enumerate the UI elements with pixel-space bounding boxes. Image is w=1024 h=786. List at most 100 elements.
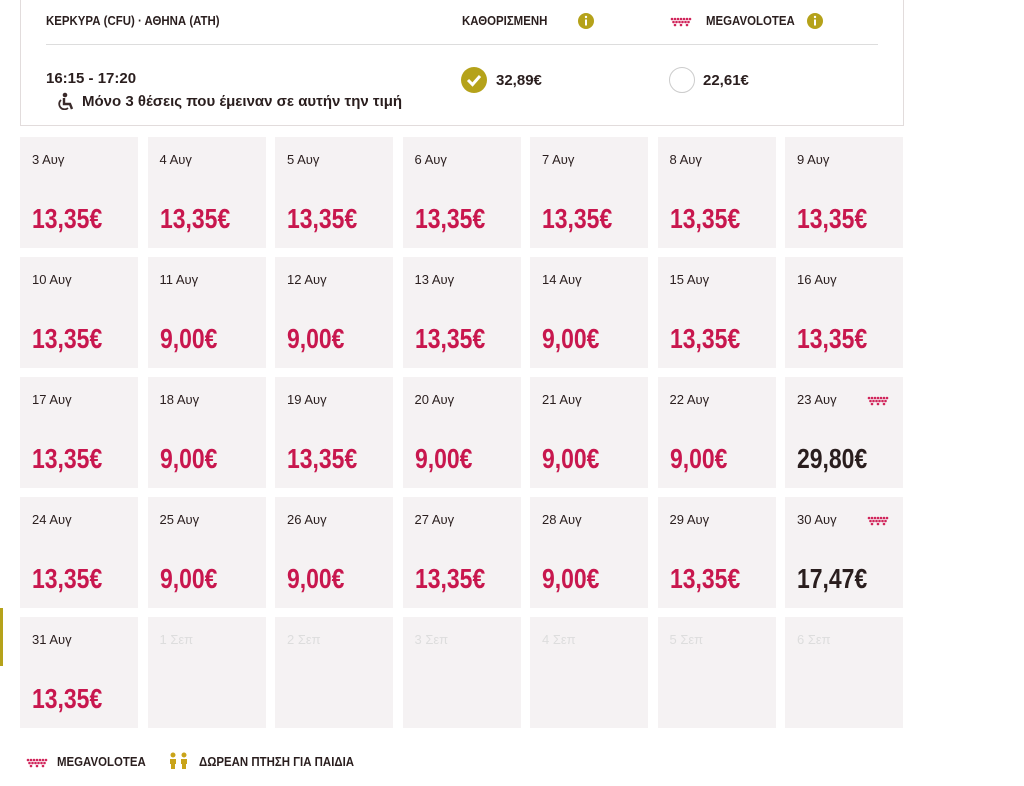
day-date: 13 Αυγ	[414, 272, 455, 287]
fare-price: 32,89€	[496, 72, 542, 89]
day-cell[interactable]: 28 Αυγ 9,00€	[530, 497, 648, 608]
day-cell[interactable]: 20 Αυγ 9,00€	[402, 377, 521, 488]
day-cell[interactable]: 30 Αυγ 17,47€	[785, 497, 903, 608]
day-price: 9,00€	[287, 563, 345, 594]
side-marker	[0, 608, 3, 666]
day-cell[interactable]: 7 Αυγ 13,35€	[530, 137, 648, 248]
day-price: 13,35€	[414, 563, 485, 594]
day-date: 15 Αυγ	[669, 272, 710, 287]
day-date: 3 Σεπ	[414, 632, 449, 647]
day-price: 13,35€	[669, 563, 740, 594]
fare-radio[interactable]	[460, 66, 488, 94]
day-date: 7 Αυγ	[542, 152, 575, 167]
airline-icon	[867, 514, 891, 532]
day-price: 9,00€	[542, 323, 600, 354]
day-cell[interactable]: 29 Αυγ 13,35€	[657, 497, 776, 608]
fare-title: ΚΑΘΟΡΙΣΜΕΝΗ	[462, 13, 548, 28]
day-date: 24 Αυγ	[32, 512, 72, 527]
day-cell[interactable]: 6 Αυγ 13,35€	[402, 137, 521, 248]
day-price: 13,35€	[669, 203, 740, 234]
day-cell: 2 Σεπ	[275, 617, 393, 728]
day-date: 12 Αυγ	[287, 272, 327, 287]
day-date: 4 Αυγ	[159, 152, 192, 167]
day-date: 30 Αυγ	[797, 512, 837, 527]
day-date: 23 Αυγ	[797, 392, 837, 407]
day-price: 9,00€	[159, 443, 217, 474]
divider	[46, 44, 878, 45]
day-price: 13,35€	[32, 203, 103, 234]
legend-kids: ΔΩΡΕΑΝ ΠΤΗΣΗ ΓΙΑ ΠΑΙΔΙΑ	[199, 754, 355, 769]
day-cell[interactable]: 24 Αυγ 13,35€	[20, 497, 138, 608]
day-cell[interactable]: 15 Αυγ 13,35€	[657, 257, 776, 368]
legend-airline: MEGAVOLOTEA	[57, 754, 146, 769]
day-date: 5 Σεπ	[669, 632, 704, 647]
day-price: 13,35€	[287, 203, 358, 234]
day-cell: 1 Σεπ	[147, 617, 266, 728]
day-cell[interactable]: 23 Αυγ 29,80€	[785, 377, 903, 488]
day-price: 13,35€	[32, 683, 103, 714]
day-cell[interactable]: 22 Αυγ 9,00€	[657, 377, 776, 488]
day-price: 13,35€	[414, 323, 485, 354]
day-date: 3 Αυγ	[32, 152, 65, 167]
day-date: 17 Αυγ	[32, 392, 72, 407]
day-date: 16 Αυγ	[797, 272, 837, 287]
day-date: 2 Σεπ	[287, 632, 321, 647]
day-cell[interactable]: 10 Αυγ 13,35€	[20, 257, 138, 368]
day-date: 22 Αυγ	[669, 392, 710, 407]
day-cell[interactable]: 18 Αυγ 9,00€	[147, 377, 266, 488]
day-date: 27 Αυγ	[414, 512, 455, 527]
seat-icon	[58, 92, 74, 110]
day-date: 8 Αυγ	[669, 152, 702, 167]
day-cell[interactable]: 8 Αυγ 13,35€	[657, 137, 776, 248]
day-cell[interactable]: 16 Αυγ 13,35€	[785, 257, 903, 368]
info-icon[interactable]	[577, 12, 595, 30]
day-price: 13,35€	[32, 563, 103, 594]
day-date: 18 Αυγ	[159, 392, 200, 407]
day-price: 13,35€	[797, 203, 868, 234]
day-cell[interactable]: 27 Αυγ 13,35€	[402, 497, 521, 608]
day-price: 9,00€	[542, 563, 600, 594]
day-cell[interactable]: 26 Αυγ 9,00€	[275, 497, 393, 608]
day-cell: 5 Σεπ	[657, 617, 776, 728]
day-cell[interactable]: 21 Αυγ 9,00€	[530, 377, 648, 488]
day-price: 13,35€	[669, 323, 740, 354]
kids-icon	[170, 752, 187, 769]
day-date: 20 Αυγ	[414, 392, 455, 407]
day-cell[interactable]: 17 Αυγ 13,35€	[20, 377, 138, 488]
day-price: 9,00€	[287, 323, 345, 354]
day-cell[interactable]: 9 Αυγ 13,35€	[785, 137, 903, 248]
day-price: 13,35€	[414, 203, 485, 234]
seats-note: Μόνο 3 θέσεις που έμειναν σε αυτήν την τ…	[82, 93, 403, 110]
day-cell[interactable]: 25 Αυγ 9,00€	[147, 497, 266, 608]
day-date: 9 Αυγ	[797, 152, 830, 167]
airline-radio[interactable]	[668, 66, 696, 94]
day-cell: 3 Σεπ	[402, 617, 521, 728]
day-cell[interactable]: 11 Αυγ 9,00€	[147, 257, 266, 368]
day-date: 21 Αυγ	[542, 392, 582, 407]
day-cell[interactable]: 14 Αυγ 9,00€	[530, 257, 648, 368]
day-date: 26 Αυγ	[287, 512, 327, 527]
day-date: 5 Αυγ	[287, 152, 320, 167]
day-price: 17,47€	[797, 563, 868, 594]
airline-price: 22,61€	[703, 72, 749, 89]
info-icon[interactable]	[806, 12, 824, 30]
day-cell[interactable]: 12 Αυγ 9,00€	[275, 257, 393, 368]
day-price: 13,35€	[32, 443, 103, 474]
day-date: 1 Σεπ	[159, 632, 194, 647]
day-cell[interactable]: 31 Αυγ 13,35€	[20, 617, 138, 728]
day-date: 29 Αυγ	[669, 512, 710, 527]
flight-panel	[20, 0, 904, 126]
day-date: 25 Αυγ	[159, 512, 200, 527]
day-cell[interactable]: 4 Αυγ 13,35€	[147, 137, 266, 248]
day-cell[interactable]: 3 Αυγ 13,35€	[20, 137, 138, 248]
day-price: 13,35€	[542, 203, 613, 234]
day-price: 9,00€	[669, 443, 727, 474]
airline-icon	[670, 15, 694, 33]
day-cell[interactable]: 13 Αυγ 13,35€	[402, 257, 521, 368]
day-cell[interactable]: 19 Αυγ 13,35€	[275, 377, 393, 488]
day-cell: 4 Σεπ	[530, 617, 648, 728]
day-cell[interactable]: 5 Αυγ 13,35€	[275, 137, 393, 248]
day-price: 9,00€	[159, 563, 217, 594]
day-date: 10 Αυγ	[32, 272, 72, 287]
